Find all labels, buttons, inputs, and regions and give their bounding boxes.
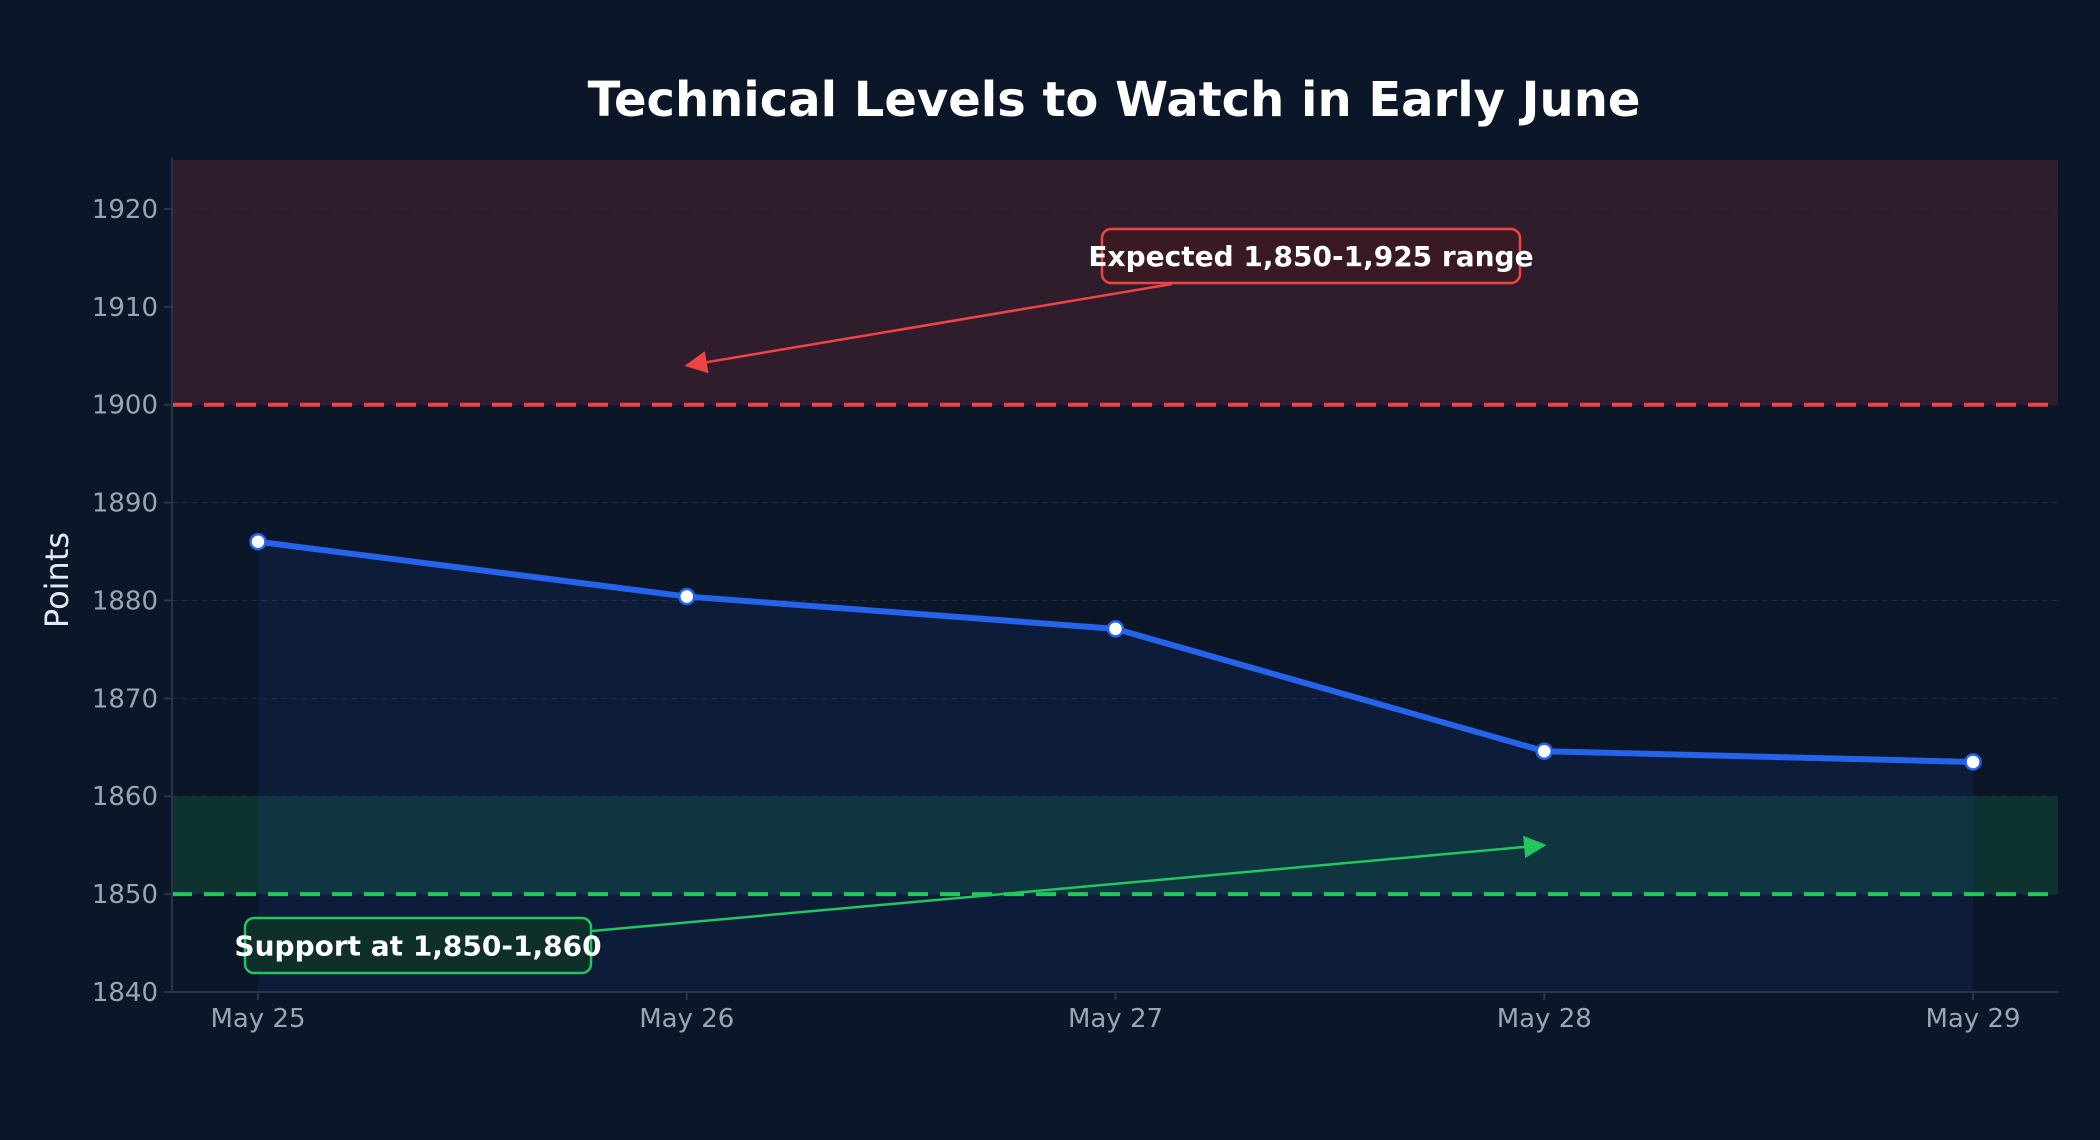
series-area bbox=[258, 541, 1973, 992]
x-tick-label: May 27 bbox=[1068, 1004, 1163, 1034]
y-tick-label: 1840 bbox=[92, 978, 158, 1008]
y-tick-label: 1860 bbox=[92, 782, 158, 812]
data-point bbox=[1535, 742, 1553, 760]
y-tick-label: 1870 bbox=[92, 684, 158, 714]
annotation-support-arrow bbox=[591, 835, 1547, 933]
annotation-resistance-text: Expected 1,850-1,925 range bbox=[1088, 240, 1533, 273]
data-point bbox=[678, 587, 696, 606]
y-tick-label: 1880 bbox=[92, 586, 158, 616]
x-tick-label: May 29 bbox=[1925, 1004, 2020, 1034]
annotation-resistance-box bbox=[1100, 227, 1522, 285]
y-tick-label: 1910 bbox=[92, 293, 158, 323]
chart-title: Technical Levels to Watch in Early June bbox=[588, 72, 1641, 128]
x-tick-label: May 25 bbox=[210, 1004, 305, 1034]
support-band bbox=[172, 796, 2058, 895]
plot-area: 1840 1850 1860 1870 1880 1890 1900 1910 1920 May … bbox=[92, 158, 2058, 1034]
x-tick-label: May 26 bbox=[639, 1004, 734, 1034]
y-tick-label: 1920 bbox=[92, 195, 158, 225]
y-tick-label: 1900 bbox=[92, 391, 158, 421]
data-point bbox=[1106, 620, 1125, 638]
annotation-support-box bbox=[243, 916, 593, 975]
data-point bbox=[249, 532, 267, 551]
y-tick-label: 1850 bbox=[92, 880, 158, 910]
data-point bbox=[1964, 753, 1982, 771]
annotation-resistance-arrow bbox=[684, 282, 1173, 374]
x-tick-label: May 28 bbox=[1497, 1004, 1592, 1034]
annotation-support-text: Support at 1,850-1,860 bbox=[234, 930, 601, 963]
y-axis-label: Points bbox=[38, 532, 76, 628]
y-tick-label: 1890 bbox=[92, 489, 158, 519]
